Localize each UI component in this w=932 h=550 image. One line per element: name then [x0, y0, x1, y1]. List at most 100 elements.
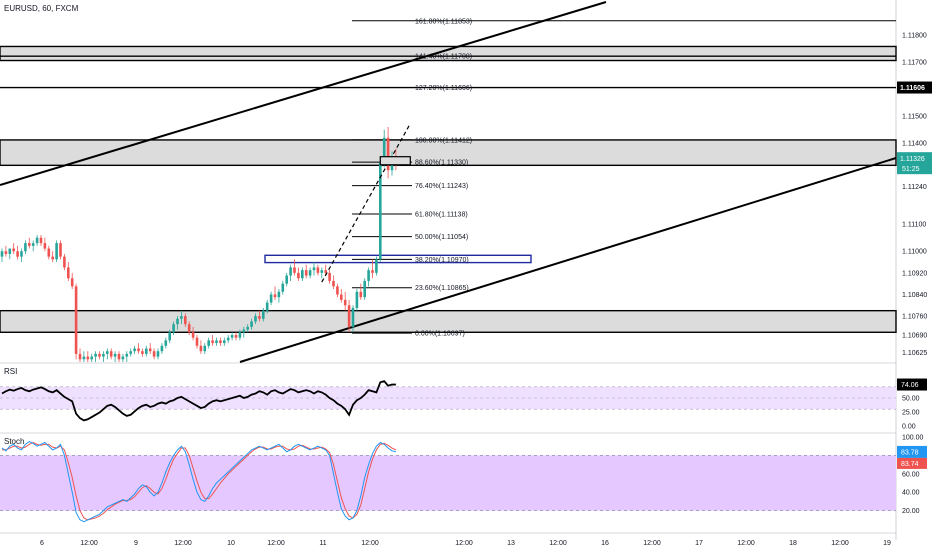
time-tick-label: 16 [601, 540, 609, 547]
candle [109, 348, 113, 360]
candle [320, 267, 324, 279]
marker-price-badge [897, 81, 932, 94]
symbol-label: EURUSD, 60, FXCM [4, 4, 79, 13]
candle [301, 267, 304, 281]
price-tick-label: 1.10625 [902, 350, 927, 357]
candle [20, 248, 23, 263]
candle-body [180, 316, 183, 319]
fib-level-label: 23.60%(1.10865) [415, 285, 469, 292]
candle-body [277, 291, 281, 298]
candle-body [269, 294, 273, 303]
stoch-d-badge [897, 457, 927, 469]
candle-body [215, 340, 218, 344]
countdown-label: 51:25 [902, 166, 920, 173]
candle [51, 251, 54, 263]
candle [273, 286, 277, 300]
time-tick-label: 13 [507, 540, 515, 547]
support-resistance-zone [0, 45, 897, 62]
price-tick-label: 1.11400 [902, 141, 927, 148]
candle-body [262, 310, 265, 319]
candle-body [31, 243, 35, 246]
candle-body [43, 243, 47, 249]
candle [277, 289, 281, 303]
candle-body [355, 291, 359, 308]
candle-body [164, 340, 168, 346]
candle [351, 305, 355, 333]
candle-body [230, 334, 234, 338]
price-tick-label: 1.11800 [902, 33, 927, 40]
candle-body [24, 243, 27, 252]
candle [0, 248, 4, 263]
candle [67, 262, 70, 281]
candle [375, 256, 378, 276]
fib-level-label: 0.00%(1.10697) [415, 331, 465, 338]
candle [343, 291, 347, 311]
candle-body [304, 270, 308, 276]
candle [386, 126, 390, 179]
candle [316, 264, 320, 276]
candle-body [106, 351, 109, 354]
candle-body [379, 162, 382, 260]
candle-body [250, 321, 253, 327]
candle-body [340, 294, 343, 300]
marker-price-label: 1.11606 [900, 85, 925, 92]
fib-level-label: 141.40%(1.11708) [415, 54, 472, 61]
candle-body [141, 351, 144, 354]
target-box [379, 156, 411, 166]
candle [359, 283, 363, 300]
candle-body [145, 348, 148, 354]
candle [180, 310, 183, 325]
candle [16, 245, 19, 260]
candle-body [301, 270, 304, 279]
stoch-k-badge [897, 445, 927, 458]
price-tick-label: 1.11240 [902, 184, 927, 191]
candle [289, 264, 292, 281]
candle [137, 343, 140, 354]
candle-body [129, 351, 132, 354]
candle-body [226, 337, 230, 341]
candle [74, 283, 78, 360]
time-tick-label: 12:00 [737, 540, 755, 547]
candle [195, 334, 199, 349]
stoch-tick-label: 60.00 [902, 471, 920, 478]
support-resistance-zone [0, 139, 897, 167]
candle [223, 337, 226, 346]
candle [145, 345, 148, 357]
candle [238, 329, 242, 341]
candle [242, 326, 246, 338]
candle [293, 259, 296, 276]
candle-body [242, 329, 246, 333]
candle [230, 332, 234, 341]
candle [24, 240, 27, 254]
candle [59, 240, 62, 260]
time-tick-label: 10 [227, 540, 235, 547]
time-tick-label: 6 [40, 540, 44, 547]
projection-line [321, 123, 411, 283]
candle-body [90, 356, 93, 360]
candle-body [109, 351, 113, 357]
candle-body [133, 348, 136, 352]
candle-body [20, 251, 23, 257]
candle [332, 275, 335, 290]
candle-body [187, 324, 191, 333]
candle [176, 316, 179, 330]
candle [328, 270, 331, 284]
candle-body [351, 307, 355, 327]
price-tick-label: 1.10690 [902, 332, 927, 339]
candle-body [293, 267, 296, 273]
fib-level-label: 161.80%(1.11853) [415, 18, 472, 25]
highlight-box [264, 254, 532, 264]
price-tick-label: 1.11500 [902, 114, 927, 121]
candle-body [347, 305, 351, 327]
candle-body [367, 270, 370, 281]
candle-body [289, 267, 292, 276]
rsi-tick-label: 25.00 [902, 410, 920, 417]
candle-body [12, 248, 15, 252]
candle [4, 245, 8, 257]
candle-body [203, 345, 207, 352]
candle [207, 337, 210, 349]
candle-body [281, 283, 285, 292]
candle [8, 248, 12, 260]
candle [258, 310, 261, 322]
